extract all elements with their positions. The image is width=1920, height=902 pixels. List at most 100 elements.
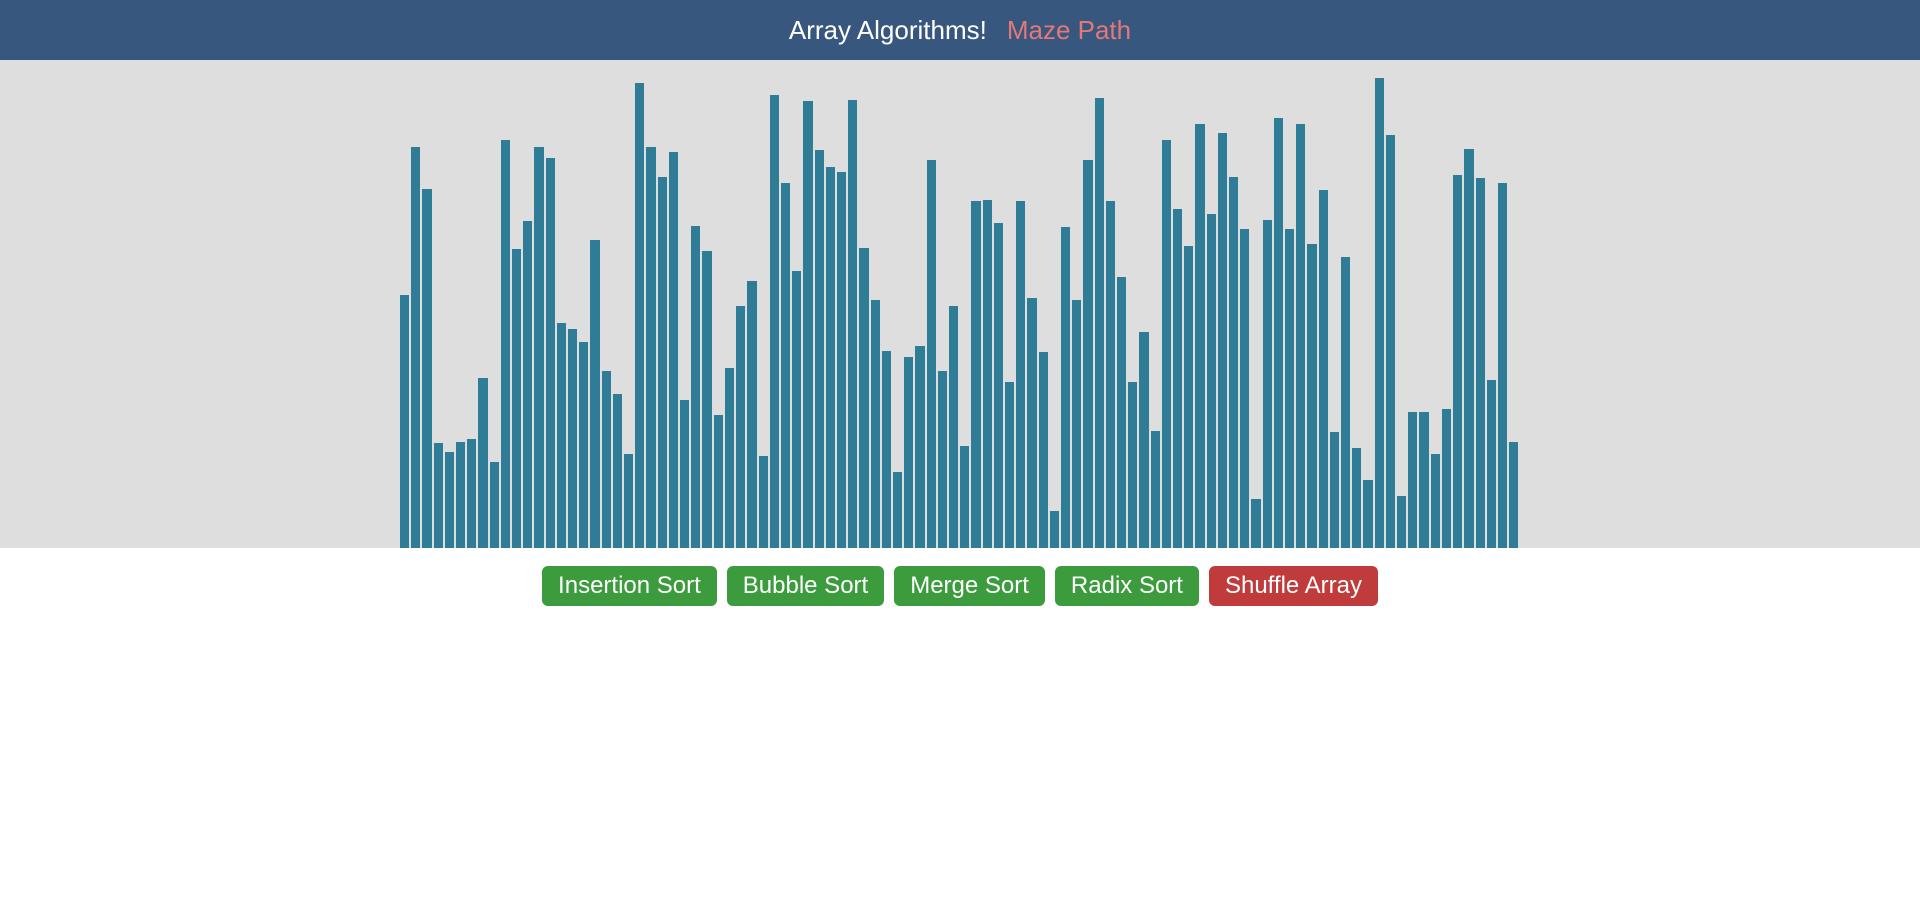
bar bbox=[1442, 409, 1451, 548]
bar bbox=[1039, 352, 1048, 548]
bar bbox=[759, 456, 768, 548]
bar bbox=[467, 439, 476, 548]
insertion-sort-button[interactable]: Insertion Sort bbox=[542, 566, 717, 606]
bar bbox=[1319, 190, 1328, 548]
buttons-row: Insertion Sort Bubble Sort Merge Sort Ra… bbox=[0, 548, 1920, 606]
bar bbox=[1027, 298, 1036, 548]
bar bbox=[456, 442, 465, 548]
merge-sort-button[interactable]: Merge Sort bbox=[894, 566, 1045, 606]
bar bbox=[1139, 332, 1148, 548]
bar bbox=[1061, 227, 1070, 548]
shuffle-array-button[interactable]: Shuffle Array bbox=[1209, 566, 1378, 606]
bar bbox=[1453, 175, 1462, 548]
bar bbox=[994, 223, 1003, 548]
bar bbox=[1072, 300, 1081, 548]
bar bbox=[1375, 78, 1384, 548]
bar bbox=[1464, 149, 1473, 548]
bar bbox=[658, 177, 667, 548]
bar bbox=[669, 152, 678, 548]
bar bbox=[1095, 98, 1104, 548]
bar bbox=[691, 226, 700, 548]
bar bbox=[1476, 178, 1485, 548]
bar bbox=[1431, 454, 1440, 548]
bar bbox=[1184, 246, 1193, 548]
bar bbox=[1296, 124, 1305, 548]
bubble-sort-button[interactable]: Bubble Sort bbox=[727, 566, 884, 606]
bar bbox=[1083, 160, 1092, 548]
bar bbox=[1341, 257, 1350, 548]
bar bbox=[792, 271, 801, 548]
bar bbox=[837, 172, 846, 548]
bar bbox=[770, 95, 779, 548]
bar bbox=[702, 251, 711, 548]
bar bbox=[579, 342, 588, 548]
bar bbox=[445, 452, 454, 548]
bar bbox=[1162, 140, 1171, 548]
bar bbox=[546, 158, 555, 548]
bar bbox=[882, 351, 891, 548]
bar bbox=[1128, 382, 1137, 548]
bar bbox=[1050, 511, 1059, 548]
bar-chart bbox=[400, 78, 1520, 548]
bar bbox=[501, 140, 510, 548]
bar bbox=[1229, 177, 1238, 548]
bar bbox=[400, 295, 409, 548]
bar bbox=[1173, 209, 1182, 548]
bar bbox=[1352, 448, 1361, 548]
bar bbox=[848, 100, 857, 548]
bar bbox=[725, 368, 734, 548]
bar bbox=[1117, 277, 1126, 548]
bar bbox=[938, 371, 947, 548]
header: Array Algorithms! Maze Path bbox=[0, 0, 1920, 60]
bar bbox=[590, 240, 599, 548]
bar bbox=[893, 472, 902, 548]
bar bbox=[1285, 229, 1294, 548]
bar bbox=[871, 300, 880, 548]
bar bbox=[512, 249, 521, 548]
bar bbox=[1509, 442, 1518, 548]
bar bbox=[927, 160, 936, 548]
bar bbox=[523, 221, 532, 548]
bar bbox=[434, 443, 443, 548]
bar bbox=[1207, 214, 1216, 548]
bar bbox=[714, 415, 723, 548]
radix-sort-button[interactable]: Radix Sort bbox=[1055, 566, 1199, 606]
bar bbox=[747, 281, 756, 548]
bar bbox=[826, 167, 835, 548]
bar bbox=[1498, 183, 1507, 548]
bar bbox=[635, 83, 644, 548]
bar bbox=[1307, 244, 1316, 548]
bar bbox=[613, 394, 622, 548]
bar bbox=[904, 357, 913, 548]
bar bbox=[1487, 380, 1496, 548]
bar bbox=[983, 200, 992, 548]
bar bbox=[1151, 431, 1160, 548]
bar bbox=[478, 378, 487, 548]
bar bbox=[971, 201, 980, 548]
bar bbox=[781, 183, 790, 548]
bar bbox=[680, 400, 689, 548]
bar bbox=[736, 306, 745, 548]
tab-maze-path[interactable]: Maze Path bbox=[1007, 15, 1131, 46]
tab-array-algorithms[interactable]: Array Algorithms! bbox=[789, 15, 987, 46]
chart-area bbox=[0, 60, 1920, 548]
bar bbox=[568, 329, 577, 548]
bar bbox=[1419, 412, 1428, 548]
bar bbox=[411, 147, 420, 548]
bar bbox=[1218, 133, 1227, 548]
bar bbox=[1106, 201, 1115, 548]
bar bbox=[490, 462, 499, 548]
bar bbox=[915, 346, 924, 548]
bar bbox=[1016, 201, 1025, 548]
bar bbox=[602, 371, 611, 548]
bar bbox=[422, 189, 431, 548]
bar bbox=[1386, 135, 1395, 548]
bar bbox=[1263, 220, 1272, 548]
bar bbox=[1005, 382, 1014, 548]
bar bbox=[1397, 496, 1406, 548]
bar bbox=[1240, 229, 1249, 548]
bar bbox=[624, 454, 633, 548]
bar bbox=[859, 248, 868, 548]
bar bbox=[1330, 432, 1339, 548]
bar bbox=[803, 101, 812, 548]
